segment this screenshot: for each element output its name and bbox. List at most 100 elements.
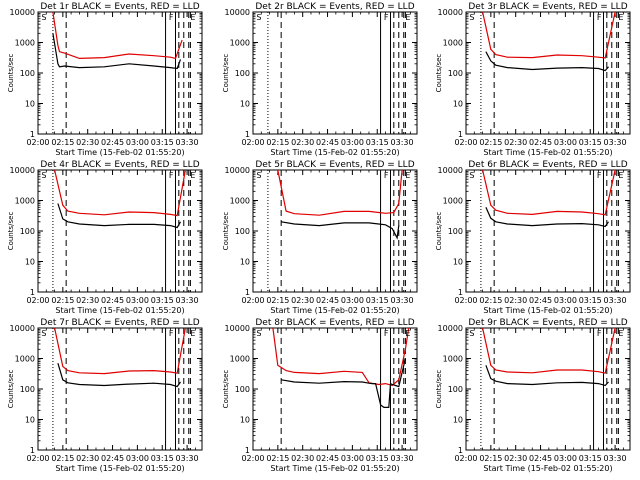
x-tick-label: 02:45 — [101, 296, 124, 305]
flag-f: F — [169, 13, 174, 22]
lld-line — [272, 328, 410, 387]
x-tick-label: 03:30 — [604, 296, 627, 305]
x-tick-label: 02:30 — [504, 138, 527, 147]
x-tick-label: 02:45 — [529, 138, 552, 147]
events-line — [485, 51, 609, 72]
panel-title: Det 9r BLACK = Events, RED = LLD — [468, 318, 627, 328]
marker-lines — [52, 12, 191, 134]
y-tick-label: 1 — [245, 288, 250, 297]
y-tick-label: 10 — [453, 258, 463, 267]
x-tick-label: 03:00 — [341, 296, 364, 305]
plot-frame — [252, 11, 418, 135]
x-tick-label: 02:30 — [76, 138, 99, 147]
y-tick-label: 10000 — [438, 166, 463, 175]
x-tick-label: 02:15 — [479, 454, 502, 463]
lld-line — [482, 170, 616, 216]
y-tick-label: 1 — [245, 130, 250, 139]
series-group — [54, 170, 186, 229]
lld-line — [277, 170, 403, 216]
x-tick-label: 02:00 — [26, 296, 49, 305]
flag-e: E — [405, 13, 410, 22]
panel-title: Det 4r BLACK = Events, RED = LLD — [40, 160, 199, 170]
plot-frame — [37, 327, 203, 451]
x-tick-label: 02:30 — [291, 138, 314, 147]
x-tick-label: 03:15 — [579, 454, 602, 463]
plot-frame — [465, 327, 631, 451]
y-tick-label: 1 — [30, 446, 35, 455]
x-tick-label: 02:15 — [51, 454, 74, 463]
x-axis-label: Start Time (15-Feb-02 01:55:20) — [270, 464, 399, 473]
y-tick-label: 10 — [453, 100, 463, 109]
y-axis-label: Counts/sec — [7, 212, 15, 251]
x-tick-label: 03:00 — [341, 138, 364, 147]
x-tick-label: 03:15 — [366, 296, 389, 305]
y-tick-label: 1000 — [15, 197, 35, 206]
y-tick-label: 10000 — [225, 166, 250, 175]
x-axis-label: Start Time (15-Feb-02 01:55:20) — [55, 464, 184, 473]
series-group — [54, 328, 186, 388]
events-line — [52, 33, 182, 70]
marker-lines — [480, 12, 619, 134]
y-tick-label: 100 — [448, 69, 463, 78]
x-tick-label: 03:30 — [604, 138, 627, 147]
x-tick-label: 02:45 — [529, 454, 552, 463]
x-tick-label: 02:00 — [241, 138, 264, 147]
x-tick-label: 02:15 — [51, 296, 74, 305]
x-tick-label: 02:30 — [76, 296, 99, 305]
y-tick-label: 1 — [30, 130, 35, 139]
panel-det-3: Det 3r BLACK = Events, RED = LLD 1 10 100 10… — [435, 2, 631, 157]
series-group — [482, 328, 616, 387]
y-tick-label: 10000 — [10, 166, 35, 175]
y-tick-label: 1000 — [230, 197, 250, 206]
x-tick-label: 02:15 — [479, 138, 502, 147]
x-tick-label: 03:30 — [391, 454, 414, 463]
x-tick-label: 03:15 — [579, 296, 602, 305]
x-axis-label: Start Time (15-Feb-02 01:55:20) — [270, 306, 399, 315]
flag-s: S — [41, 13, 46, 22]
flag-s: S — [256, 171, 261, 180]
x-tick-label: 02:30 — [291, 296, 314, 305]
x-tick-label: 03:15 — [151, 138, 174, 147]
flag-e: E — [405, 329, 410, 338]
x-tick-label: 02:45 — [316, 296, 339, 305]
x-tick-label: 02:30 — [76, 454, 99, 463]
y-tick-label: 1000 — [443, 197, 463, 206]
y-tick-label: 10000 — [10, 8, 35, 17]
y-tick-label: 1000 — [230, 355, 250, 364]
panel-title: Det 3r BLACK = Events, RED = LLD — [468, 2, 627, 12]
y-axis-label: Counts/sec — [7, 54, 15, 93]
flag-s: S — [256, 329, 261, 338]
plot-frame — [37, 11, 203, 135]
marker-lines — [280, 328, 406, 450]
x-tick-label: 02:15 — [51, 138, 74, 147]
lld-line — [482, 328, 616, 374]
panel-title: Det 2r BLACK = Events, RED = LLD — [255, 2, 414, 12]
x-tick-label: 03:15 — [366, 454, 389, 463]
series-group — [272, 328, 410, 408]
x-tick-label: 02:30 — [291, 454, 314, 463]
y-tick-label: 100 — [235, 69, 250, 78]
x-axis-label: Start Time (15-Feb-02 01:55:20) — [483, 148, 612, 157]
y-tick-label: 1000 — [15, 39, 35, 48]
y-tick-label: 10 — [240, 258, 250, 267]
flag-s: S — [41, 329, 46, 338]
flag-e: E — [618, 13, 623, 22]
y-tick-label: 1000 — [230, 39, 250, 48]
x-tick-label: 03:15 — [151, 454, 174, 463]
x-tick-label: 02:00 — [241, 296, 264, 305]
flag-e: E — [190, 171, 195, 180]
events-line — [57, 203, 182, 229]
x-tick-label: 03:30 — [391, 296, 414, 305]
y-tick-label: 100 — [20, 227, 35, 236]
x-tick-label: 03:30 — [391, 138, 414, 147]
x-tick-label: 02:45 — [316, 454, 339, 463]
x-tick-label: 02:15 — [266, 454, 289, 463]
lld-line — [54, 170, 186, 217]
x-tick-label: 03:15 — [366, 138, 389, 147]
y-tick-label: 10 — [240, 416, 250, 425]
x-axis-label: Start Time (15-Feb-02 01:55:20) — [55, 306, 184, 315]
x-tick-label: 03:30 — [604, 454, 627, 463]
x-axis-label: Start Time (15-Feb-02 01:55:20) — [270, 148, 399, 157]
flag-e: E — [405, 171, 410, 180]
series-group — [482, 170, 616, 228]
